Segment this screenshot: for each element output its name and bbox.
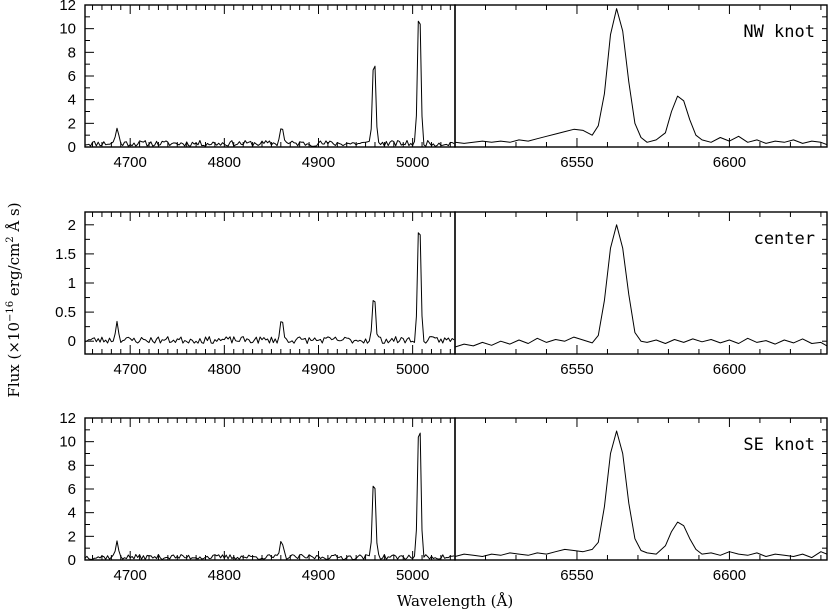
y-tick-label: 12 xyxy=(59,0,76,14)
x-tick-label: 5000 xyxy=(396,567,429,584)
panel-nw-knot-red: 6550 6600 NW knot xyxy=(454,4,828,171)
region-label: NW knot xyxy=(743,22,815,42)
x-tick-label: 4900 xyxy=(302,361,335,378)
y-tick-label: 0 xyxy=(68,552,76,569)
x-tick-label: 4700 xyxy=(114,567,147,584)
y-axis-title-mid: erg/cm xyxy=(5,243,23,301)
spectrum-line xyxy=(455,8,827,146)
panel-frame xyxy=(454,4,828,148)
panel-frame xyxy=(454,211,828,355)
y-tick-label: 0.5 xyxy=(55,304,76,321)
panel-frame xyxy=(454,417,828,561)
spectrum-line xyxy=(85,432,455,560)
spectrum-line xyxy=(455,224,827,348)
panel-se-knot-blue: 0 2 4 6 8 10 12 4700 4800 4900 5000 xyxy=(59,410,456,584)
panel-se-knot-red: 6550 6600 SE knot xyxy=(454,417,828,584)
region-label: center xyxy=(754,229,815,249)
x-tick-label: 6550 xyxy=(560,154,593,171)
x-tick-label: 6600 xyxy=(713,154,746,171)
y-tick-label: 1 xyxy=(68,275,76,292)
x-tick-label: 6550 xyxy=(560,567,593,584)
y-tick-label: 12 xyxy=(59,410,76,427)
x-tick-label: 4700 xyxy=(114,154,147,171)
panel-nw-knot-blue: 0 2 4 6 8 10 12 4700 4800 4900 5000 xyxy=(59,0,456,171)
spectrum-line xyxy=(455,430,827,559)
y-tick-label: 6 xyxy=(68,481,76,498)
x-tick-label: 4800 xyxy=(208,567,241,584)
x-tick-label: 5000 xyxy=(396,361,429,378)
region-label: SE knot xyxy=(743,435,815,455)
y-tick-label: 4 xyxy=(68,505,76,522)
x-tick-label: 6600 xyxy=(713,361,746,378)
y-tick-label: 8 xyxy=(68,44,76,61)
x-tick-label: 6550 xyxy=(560,361,593,378)
x-tick-label: 4900 xyxy=(302,567,335,584)
y-tick-label: 2 xyxy=(68,217,76,234)
x-tick-label: 4900 xyxy=(302,154,335,171)
spectrum-line xyxy=(85,232,455,344)
panel-frame xyxy=(84,4,456,148)
y-tick-label: 4 xyxy=(68,92,76,109)
y-tick-label: 2 xyxy=(68,528,76,545)
y-tick-label: 8 xyxy=(68,457,76,474)
panel-center-blue: 0 0.5 1 1.5 2 4700 4800 4900 5000 xyxy=(55,211,456,378)
y-axis-title-prefix: Flux (×10 xyxy=(5,322,23,398)
panel-center-red: 6550 6600 center xyxy=(454,211,828,378)
y-tick-label: 10 xyxy=(59,21,76,38)
y-tick-label: 1.5 xyxy=(55,246,76,263)
y-tick-label: 0 xyxy=(68,139,76,156)
y-tick-label: 6 xyxy=(68,68,76,85)
y-tick-label: 10 xyxy=(59,434,76,451)
y-tick-label: 2 xyxy=(68,115,76,132)
x-tick-label: 5000 xyxy=(396,154,429,171)
spectrum-line xyxy=(85,20,455,147)
panel-frame xyxy=(84,417,456,561)
x-axis-title: Wavelength (Å) xyxy=(397,592,513,610)
y-axis-title-exp: −16 xyxy=(5,301,16,322)
x-tick-label: 4800 xyxy=(208,361,241,378)
x-tick-label: 6600 xyxy=(713,567,746,584)
panel-frame xyxy=(84,211,456,355)
y-axis-title-suffix: Å s) xyxy=(5,202,23,236)
y-tick-label: 0 xyxy=(68,333,76,350)
y-axis-title: Flux (×10−16 erg/cm2 Å s) xyxy=(5,202,23,397)
y-axis-title-exp2: 2 xyxy=(5,236,16,242)
x-tick-label: 4700 xyxy=(114,361,147,378)
x-tick-label: 4800 xyxy=(208,154,241,171)
